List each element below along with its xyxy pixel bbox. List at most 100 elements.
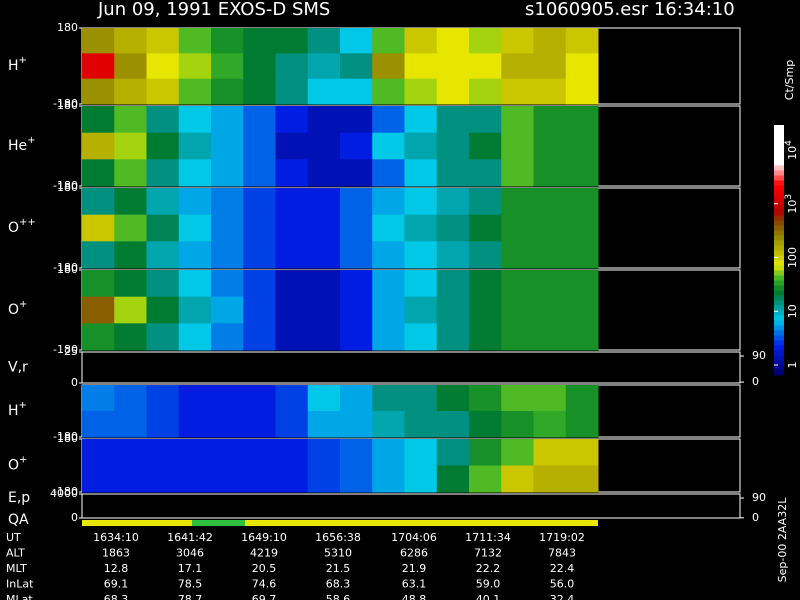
heatmap-cell (340, 411, 373, 438)
colorbar-tick-label: 104 (784, 140, 800, 160)
panel-label-text: H (8, 403, 19, 419)
heatmap-cell (436, 439, 470, 466)
heatmap-cell (114, 188, 147, 216)
heatmap-cell (404, 323, 438, 351)
colorbar-step (774, 215, 784, 221)
y-tick-label: -180 (53, 485, 78, 498)
heatmap-cell (243, 439, 276, 466)
panel-label: H+ (8, 400, 27, 419)
heatmap-cell (469, 214, 502, 242)
colorbar-step (774, 285, 784, 291)
heatmap-cell (275, 241, 309, 269)
table-cell: 22.4 (550, 562, 575, 575)
heatmap-cell (178, 28, 212, 54)
heatmap-cell (146, 132, 180, 160)
heatmap-cell (243, 188, 276, 216)
colorbar-step (774, 255, 784, 261)
heatmap-cell (275, 188, 309, 216)
heatmap-cell (114, 159, 147, 187)
colorbar-step (774, 185, 784, 191)
heatmap-cell (114, 132, 147, 160)
y-tick-label: 180 (57, 21, 78, 34)
colorbar-tick-text: 10 (786, 200, 799, 214)
heatmap-cell (114, 78, 147, 105)
table-cell: 21.5 (326, 562, 351, 575)
colorbar-step (774, 145, 784, 151)
table-cell: 1641:42 (167, 531, 213, 544)
heatmap-cell (307, 53, 341, 80)
heatmap-cell (146, 78, 180, 105)
heatmap-cell (82, 439, 115, 466)
heatmap-cell (275, 270, 309, 298)
table-cell: 40.1 (476, 593, 501, 600)
colorbar-step (774, 240, 784, 246)
colorbar-step (774, 225, 784, 231)
heatmap-cell (436, 214, 470, 242)
heatmap-cell (243, 385, 276, 412)
heatmap-cell (307, 439, 341, 466)
panel-label: QA (8, 512, 29, 528)
heatmap-cell (307, 188, 341, 216)
table-cell: 20.5 (252, 562, 277, 575)
heatmap-cell (114, 214, 147, 242)
heatmap-cell (243, 78, 276, 105)
heatmap-cell (340, 439, 373, 466)
colorbar-step (774, 230, 784, 236)
heatmap-cell (275, 323, 309, 351)
heatmap-cell (275, 78, 309, 105)
colorbar-step (774, 165, 784, 171)
heatmap-cell (307, 159, 341, 187)
heatmap-cell (243, 132, 276, 160)
heatmap-cell (404, 159, 438, 187)
panel-label-sup: ++ (19, 217, 36, 228)
heatmap-cell (565, 159, 599, 187)
heatmap-cell (501, 159, 534, 187)
colorbar-step (774, 345, 784, 351)
table-cell: 32.4 (550, 593, 575, 600)
heatmap-cell (307, 385, 341, 412)
heatmap-cell (307, 28, 341, 54)
table-cell: 1649:10 (241, 531, 287, 544)
heatmap-cell (469, 28, 502, 54)
heatmap-cell (469, 270, 502, 298)
heatmap-cell (340, 132, 373, 160)
panel-label-sup: + (19, 455, 27, 466)
colorbar-step (774, 335, 784, 341)
heatmap-cell (211, 28, 244, 54)
heatmap-cell (501, 411, 534, 438)
colorbar-step (774, 320, 784, 326)
heatmap-cell (372, 241, 405, 269)
panel-label: O+ (8, 455, 27, 474)
heatmap-cell (533, 28, 567, 54)
heatmap-cell (565, 296, 599, 324)
heatmap-cell (404, 28, 438, 54)
heatmap-cell (404, 78, 438, 105)
heatmap-cell (436, 78, 470, 105)
table-row-label: UT (6, 531, 21, 544)
table-cell: 21.9 (402, 562, 427, 575)
heatmap-cell (501, 439, 534, 466)
heatmap-cell (372, 465, 405, 493)
heatmap-cell (275, 411, 309, 438)
heatmap-cell (178, 439, 212, 466)
heatmap-cell (146, 323, 180, 351)
heatmap-cell (404, 296, 438, 324)
colorbar-step (774, 300, 784, 306)
heatmap-cell (178, 214, 212, 242)
table-cell: 58.6 (326, 593, 351, 600)
table-cell: 3046 (176, 547, 204, 560)
table-cell: 5310 (324, 547, 352, 560)
colorbar-tick-label: 103 (784, 194, 800, 214)
heatmap-cell (275, 132, 309, 160)
heatmap-cell (436, 270, 470, 298)
panel-label-text: E,p (8, 490, 30, 506)
panel-label: V,r (8, 360, 28, 376)
colorbar-step (774, 295, 784, 301)
heatmap-cell (469, 465, 502, 493)
panel-label-text: H (8, 58, 19, 74)
heatmap-cell (436, 323, 470, 351)
heatmap-cell (243, 28, 276, 54)
heatmap-cell (501, 53, 534, 80)
colorbar-step (774, 170, 784, 176)
heatmap-cell (82, 106, 115, 134)
